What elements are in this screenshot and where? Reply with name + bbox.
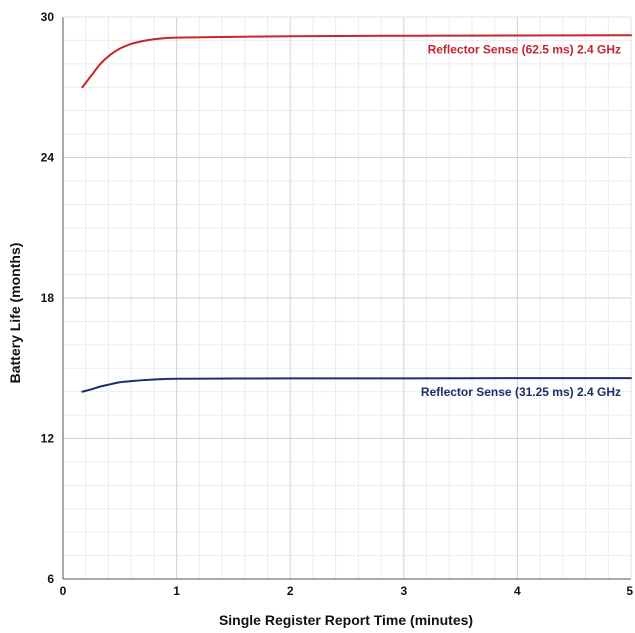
y-tick-label: 6 bbox=[47, 572, 54, 586]
x-tick-label: 3 bbox=[400, 584, 407, 598]
y-tick-label: 12 bbox=[41, 432, 55, 446]
grid bbox=[62, 16, 632, 580]
series-line-1 bbox=[81, 34, 632, 89]
x-tick-label: 5 bbox=[626, 584, 633, 598]
series-label-2: Reflector Sense (31.25 ms) 2.4 GHz bbox=[421, 385, 621, 399]
series-label-1: Reflector Sense (62.5 ms) 2.4 GHz bbox=[428, 42, 621, 56]
y-tick-label: 30 bbox=[41, 10, 55, 24]
x-tick-label: 1 bbox=[173, 584, 180, 598]
y-axis-title: Battery Life (months) bbox=[7, 243, 23, 384]
x-tick-label: 4 bbox=[514, 584, 521, 598]
y-tick-label: 24 bbox=[41, 151, 55, 165]
x-axis-title: Single Register Report Time (minutes) bbox=[219, 612, 473, 628]
series-lines bbox=[81, 34, 632, 393]
x-tick-label: 2 bbox=[287, 584, 294, 598]
x-tick-label: 0 bbox=[60, 584, 67, 598]
series-line-2 bbox=[81, 377, 632, 393]
series-labels: Reflector Sense (62.5 ms) 2.4 GHz Reflect… bbox=[421, 42, 621, 399]
y-tick-label: 18 bbox=[41, 291, 55, 305]
